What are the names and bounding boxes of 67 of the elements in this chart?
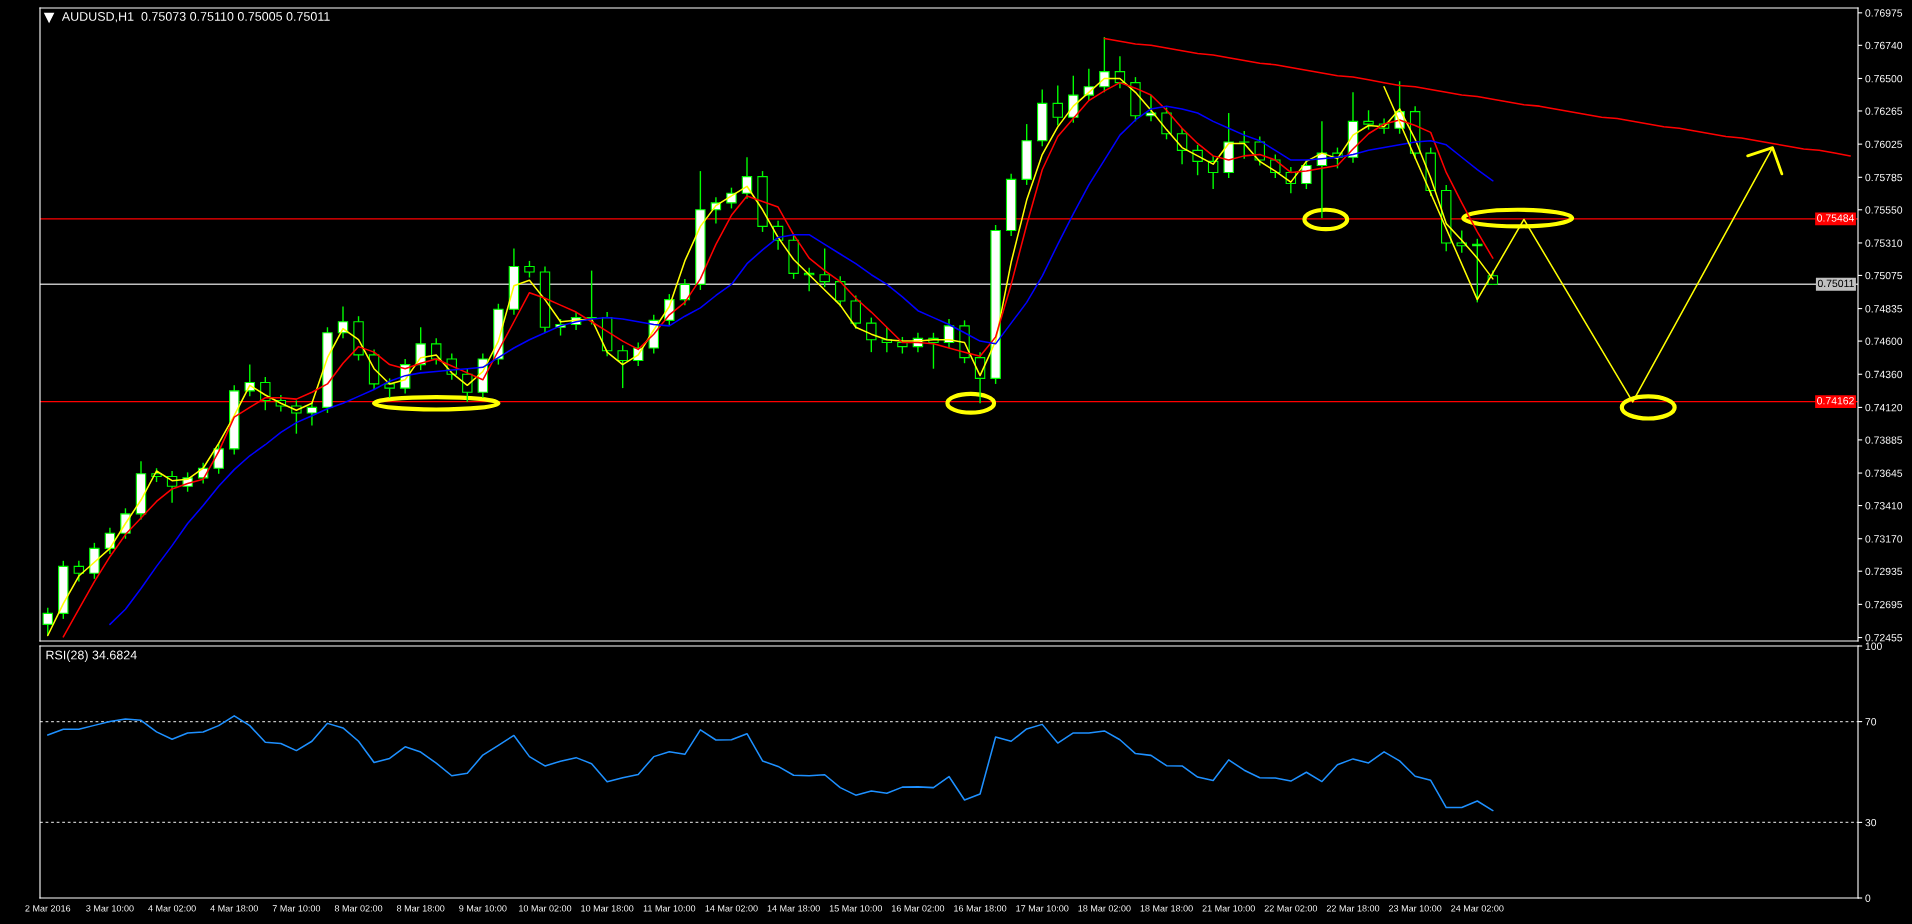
y-tick-label: 0.76975 [1865, 9, 1903, 17]
x-tick-label: 2 Mar 2016 [25, 905, 71, 912]
candlestick [819, 247, 830, 288]
candlestick [431, 337, 442, 366]
y-tick-label: 30 [1865, 818, 1877, 827]
y-tick-label: 0.75310 [1865, 239, 1903, 247]
x-tick-label: 11 Mar 10:00 [643, 905, 696, 912]
y-tick-label: 0.76500 [1865, 74, 1903, 83]
x-tick-label: 4 Mar 18:00 [210, 905, 258, 912]
y-tick-label: 0.74600 [1865, 337, 1903, 345]
ref-line-label: 0.74162 [1817, 397, 1854, 405]
x-tick-label: 10 Mar 18:00 [581, 905, 634, 912]
x-tick-label: 16 Mar 18:00 [954, 905, 1007, 912]
candlestick [1239, 130, 1250, 160]
x-tick-label: 7 Mar 10:00 [272, 905, 321, 912]
y-tick-label: 0.76740 [1865, 41, 1903, 50]
ref-line-label: 0.75484 [1817, 214, 1855, 222]
x-tick-label: 4 Mar 02:00 [148, 905, 196, 912]
y-tick-label: 0.73170 [1865, 535, 1903, 543]
x-tick-label: 9 Mar 10:00 [459, 905, 507, 912]
y-tick-label: 0.73410 [1865, 502, 1903, 510]
line-series [1103, 37, 1851, 157]
y-tick-label: 0.76025 [1865, 140, 1903, 149]
x-tick-label: 22 Mar 02:00 [1264, 905, 1318, 912]
candlestick [850, 294, 861, 330]
y-tick-label: 0.73645 [1865, 469, 1903, 477]
x-tick-label: 23 Mar 10:00 [1389, 905, 1442, 912]
y-tick-label: 0.75785 [1865, 173, 1903, 182]
x-tick-label: 15 Mar 10:00 [829, 905, 883, 912]
y-tick-label: 0.75075 [1865, 271, 1903, 280]
candlestick [1052, 84, 1063, 127]
candlestick [866, 316, 877, 353]
line-series [47, 715, 1494, 812]
y-tick-label: 0.76265 [1865, 107, 1903, 115]
y-tick-label: 0 [1865, 894, 1871, 902]
candlestick [1363, 109, 1374, 131]
x-tick-label: 16 Mar 02:00 [892, 905, 945, 912]
y-tick-label: 0.74120 [1865, 403, 1903, 412]
y-tick-label: 0.72695 [1865, 600, 1903, 609]
x-tick-label: 24 Mar 02:00 [1451, 905, 1504, 912]
x-tick-label: 21 Mar 10:00 [1202, 905, 1255, 912]
candlestick [586, 269, 597, 326]
chart-title: RSI(28) 34.6824 [46, 650, 137, 662]
x-tick-label: 18 Mar 18:00 [1140, 905, 1193, 912]
chart-title: AUDUSD,H1 0.75073 0.75110 0.75005 0.75011 [61, 12, 330, 23]
x-tick-label: 3 Mar 10:00 [86, 905, 134, 912]
x-tick-label: 14 Mar 18:00 [767, 905, 820, 912]
y-tick-label: 0.75550 [1865, 206, 1903, 214]
x-tick-label: 14 Mar 02:00 [705, 905, 758, 912]
y-tick-label: 0.72455 [1865, 634, 1903, 642]
x-tick-label: 8 Mar 18:00 [397, 905, 445, 912]
y-tick-label: 0.72935 [1865, 567, 1903, 576]
y-tick-label: 0.74360 [1865, 370, 1903, 379]
candlestick [213, 442, 224, 475]
y-tick-label: 0.74835 [1865, 305, 1903, 313]
x-tick-label: 8 Mar 02:00 [334, 905, 383, 912]
x-tick-label: 22 Mar 18:00 [1326, 905, 1380, 912]
x-tick-label: 10 Mar 02:00 [519, 905, 572, 912]
ref-line-label: 0.75011 [1817, 279, 1854, 288]
y-tick-label: 100 [1865, 642, 1882, 650]
candlestick [384, 377, 395, 399]
x-tick-label: 18 Mar 02:00 [1078, 905, 1131, 912]
y-tick-label: 0.73885 [1865, 436, 1903, 444]
candlestick [73, 560, 85, 583]
candlestick [617, 344, 628, 389]
x-tick-label: 17 Mar 10:00 [1016, 905, 1069, 912]
y-tick-label: 70 [1865, 718, 1877, 726]
